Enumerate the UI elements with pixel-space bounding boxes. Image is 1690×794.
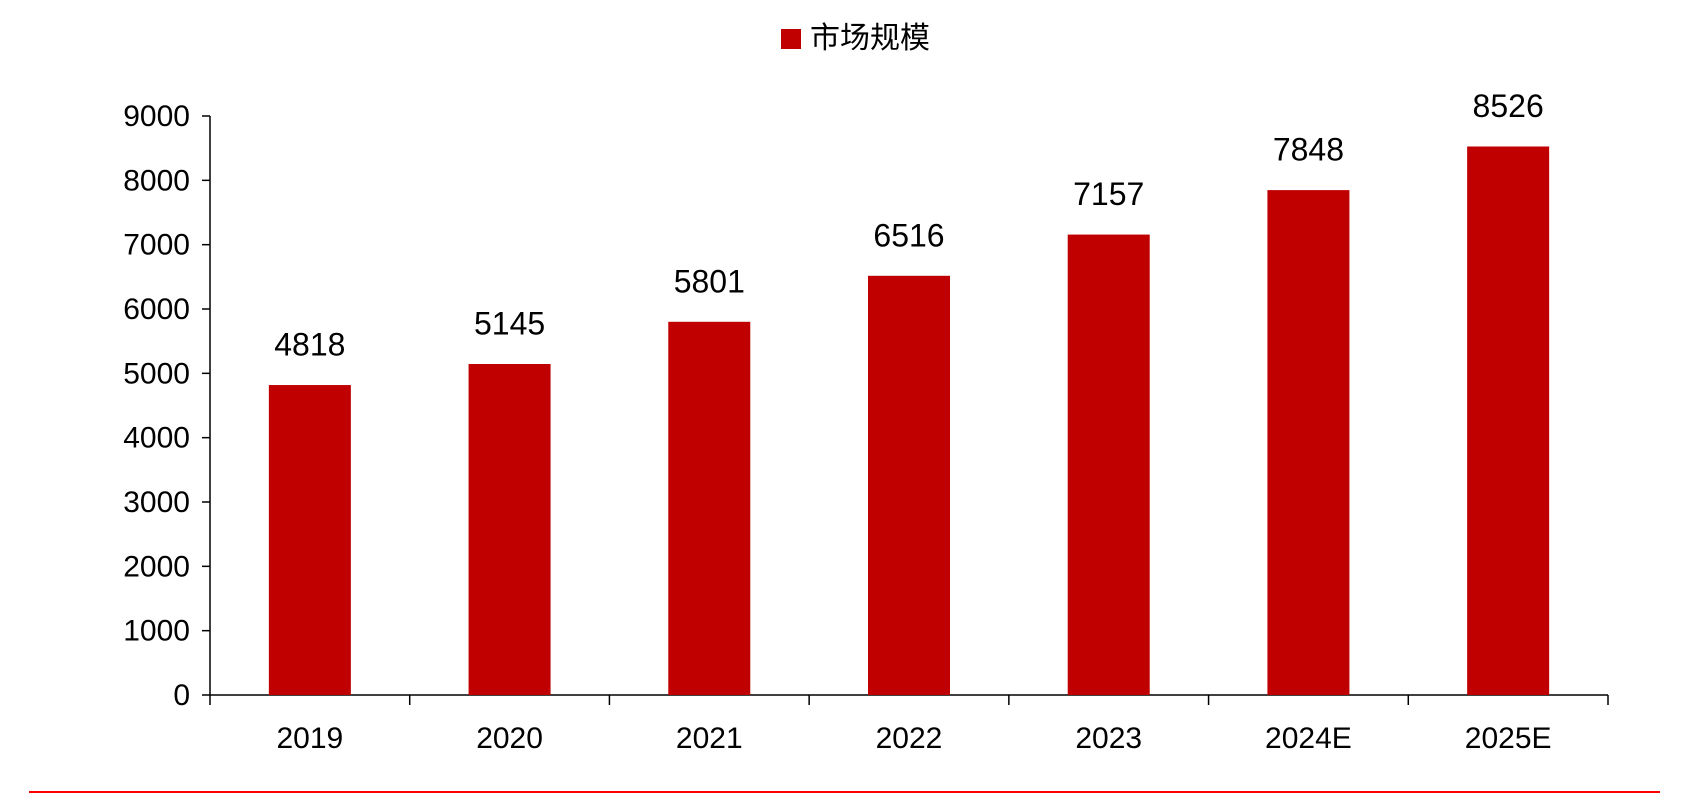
bar [468,364,551,695]
y-tick-label: 1000 [123,615,190,648]
x-tick-label: 2019 [276,722,343,755]
value-label: 5145 [474,305,545,341]
x-tick-label: 2021 [676,722,743,755]
y-tick-label: 7000 [123,229,190,262]
value-label: 6516 [873,217,944,253]
bar [1067,234,1150,695]
x-tick-label: 2025E [1465,722,1552,755]
y-tick-label: 4000 [123,422,190,455]
value-label: 7848 [1273,132,1344,168]
y-tick-label: 9000 [123,100,190,133]
y-tick-label: 3000 [123,486,190,519]
bar [868,275,950,695]
legend-label: 市场规模 [810,21,930,56]
bar [1267,190,1350,695]
bar [668,321,751,695]
y-tick-label: 2000 [123,550,190,583]
value-label: 5801 [674,263,745,299]
bar [268,385,351,695]
x-tick-label: 2022 [876,722,943,755]
value-label: 8526 [1473,88,1544,124]
value-label: 7157 [1073,176,1144,212]
bar [1467,146,1550,695]
y-tick-label: 6000 [123,293,190,326]
y-tick-label: 8000 [123,164,190,197]
y-tick-label: 5000 [123,357,190,390]
value-label: 4818 [274,326,345,362]
y-tick-label: 0 [173,679,190,712]
x-tick-label: 2020 [476,722,543,755]
x-tick-label: 2023 [1075,722,1142,755]
x-tick-label: 2024E [1265,722,1352,755]
legend-swatch [781,29,801,49]
